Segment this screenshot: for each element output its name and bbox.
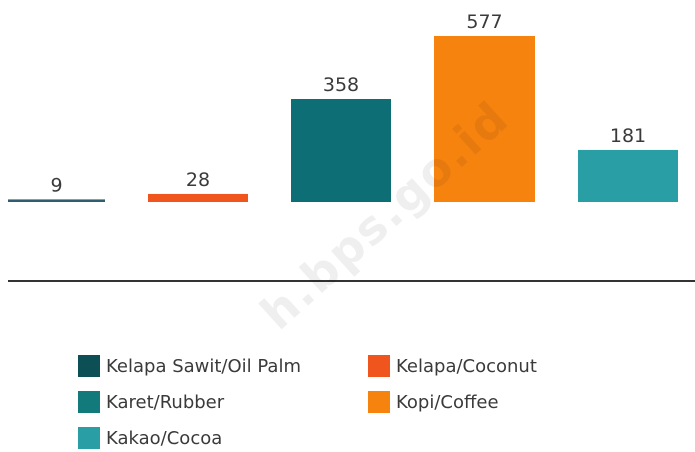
legend-swatch xyxy=(78,391,100,413)
legend-swatch xyxy=(368,391,390,413)
bar-value-label-4: 577 xyxy=(466,11,502,33)
legend-swatch xyxy=(78,355,100,377)
bar-value-label-2: 28 xyxy=(186,169,210,191)
legend-label: Kopi/Coffee xyxy=(396,391,499,413)
bars-group xyxy=(8,36,678,202)
legend-swatch xyxy=(368,355,390,377)
bar-5 xyxy=(578,149,678,202)
legend-label: Kelapa/Coconut xyxy=(396,355,537,377)
legend-label: Karet/Rubber xyxy=(106,391,225,413)
legend-item-oil-palm: Kelapa Sawit/Oil Palm xyxy=(78,352,368,380)
bar-3 xyxy=(291,99,391,202)
legend-item-coffee: Kopi/Coffee xyxy=(368,388,568,416)
value-labels-group: 9 28 358 577 181 xyxy=(50,11,646,196)
bar-1 xyxy=(8,199,105,202)
legend-label: Kakao/Cocoa xyxy=(106,427,223,449)
legend-item-rubber: Karet/Rubber xyxy=(78,388,368,416)
legend: Kelapa Sawit/Oil Palm Kelapa/Coconut Kar… xyxy=(78,352,568,452)
bar-value-label-1: 9 xyxy=(50,174,62,196)
bar-4 xyxy=(434,36,535,202)
bar-value-label-5: 181 xyxy=(610,125,646,147)
legend-label: Kelapa Sawit/Oil Palm xyxy=(106,355,301,377)
legend-item-coconut: Kelapa/Coconut xyxy=(368,352,568,380)
bar-value-label-3: 358 xyxy=(323,74,359,96)
legend-item-cocoa: Kakao/Cocoa xyxy=(78,424,368,452)
bar-2 xyxy=(148,193,248,202)
legend-swatch xyxy=(78,427,100,449)
